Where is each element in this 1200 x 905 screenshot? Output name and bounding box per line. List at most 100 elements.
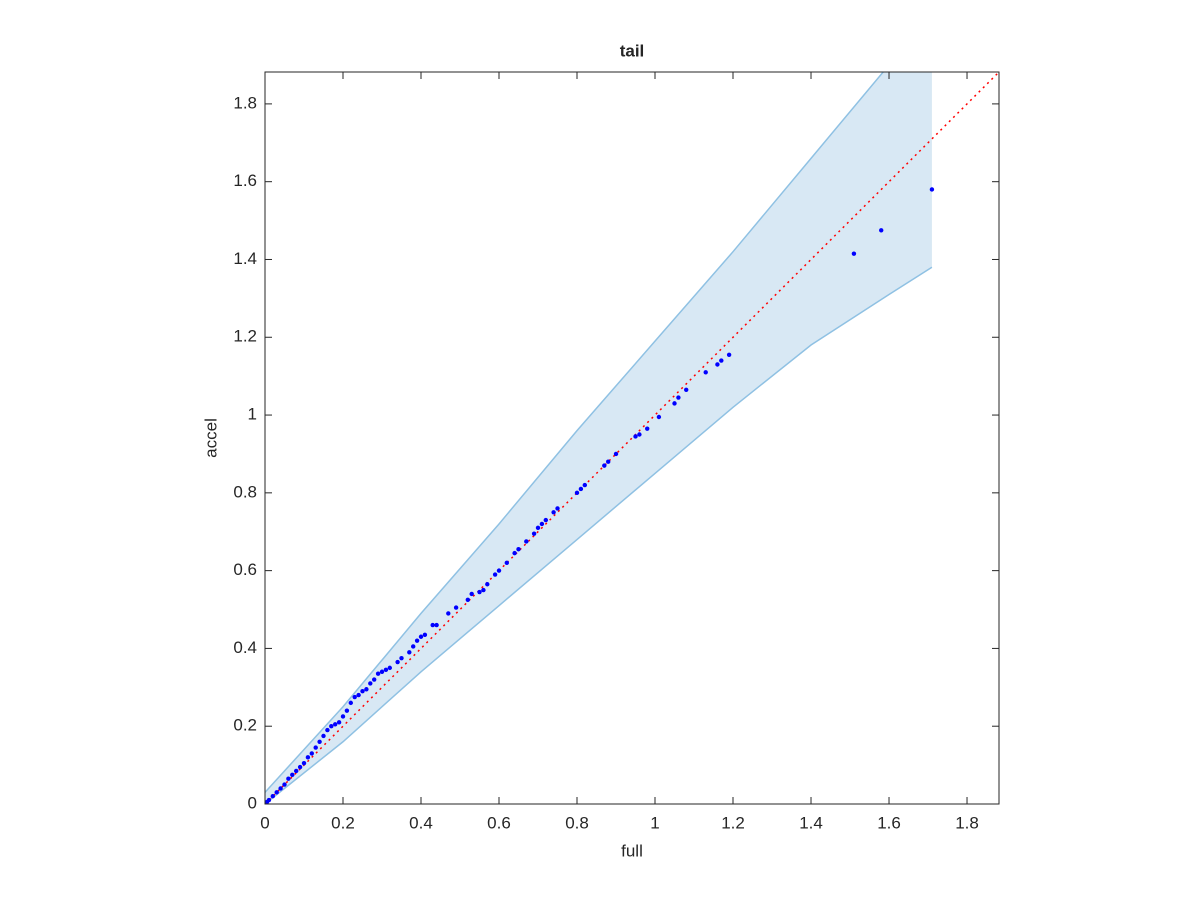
point (379, 669, 385, 674)
point (290, 772, 295, 778)
point (356, 692, 361, 698)
point (297, 764, 303, 770)
point (336, 720, 342, 725)
point (364, 687, 369, 692)
point (446, 611, 451, 616)
point (929, 187, 935, 192)
point (270, 794, 276, 799)
point (606, 459, 611, 464)
point (360, 689, 365, 694)
point (309, 751, 315, 756)
point (333, 722, 338, 727)
point (492, 572, 498, 577)
point (481, 587, 486, 593)
x-tick-label: 1.6 (877, 813, 901, 832)
point (368, 681, 373, 686)
x-tick-label: 0.2 (331, 813, 355, 832)
point (395, 659, 400, 665)
point (453, 605, 459, 610)
point (282, 782, 287, 787)
y-tick-label: 0.6 (233, 560, 257, 579)
point (465, 597, 471, 603)
point (469, 591, 474, 597)
y-tick-label: 1 (248, 405, 257, 424)
point (375, 671, 381, 676)
point (340, 714, 346, 719)
plot-area (265, 72, 999, 804)
point (317, 739, 322, 744)
point (321, 733, 326, 739)
point (715, 362, 720, 367)
point (504, 560, 510, 566)
point (430, 622, 435, 628)
point (387, 665, 393, 671)
point (313, 745, 318, 750)
point (516, 547, 521, 552)
point (512, 550, 517, 556)
point (352, 694, 357, 700)
point (301, 760, 307, 766)
chart-title: tail (620, 41, 645, 60)
confidence-band (265, 72, 932, 804)
y-tick-label: 1.6 (233, 171, 257, 190)
point (633, 434, 638, 439)
x-tick-label: 0.4 (409, 813, 433, 832)
point (645, 426, 650, 431)
point (574, 490, 580, 496)
point (422, 632, 428, 638)
point (543, 517, 549, 523)
point (551, 510, 556, 515)
x-tick-label: 1.8 (955, 813, 979, 832)
point (325, 727, 330, 733)
x-tick-label: 0 (260, 813, 269, 832)
x-tick-label: 1.2 (721, 813, 745, 832)
x-tick-label: 0.6 (487, 813, 511, 832)
point (726, 352, 732, 357)
band-upper (265, 72, 885, 793)
point (676, 395, 681, 400)
point (879, 228, 884, 233)
point (348, 700, 354, 706)
point (418, 634, 424, 639)
point (656, 414, 662, 420)
x-tick-label: 1.4 (799, 813, 823, 832)
x-axis-label: full (621, 841, 643, 860)
point (372, 677, 377, 682)
point (578, 486, 584, 492)
y-tick-label: 0.4 (233, 638, 257, 657)
point (294, 768, 299, 774)
point (278, 786, 283, 791)
point (613, 451, 619, 457)
point (399, 655, 404, 661)
point (637, 432, 642, 437)
point (383, 667, 389, 673)
point (344, 708, 350, 713)
point (531, 531, 537, 536)
point (582, 482, 588, 488)
x-tick-label: 0.8 (565, 813, 589, 832)
y-tick-label: 0.2 (233, 716, 257, 735)
point (274, 790, 279, 795)
point (535, 525, 541, 531)
point (414, 638, 420, 643)
y-axis-label: accel (201, 418, 220, 458)
point (555, 506, 560, 511)
x-tick-label: 1 (650, 813, 659, 832)
band-lower (265, 266, 933, 804)
point (329, 724, 334, 729)
y-tick-label: 1.8 (233, 93, 257, 112)
y-tick-label: 0.8 (233, 482, 257, 501)
point (672, 401, 677, 406)
point (407, 650, 412, 655)
point (539, 521, 545, 527)
point (485, 582, 490, 587)
point (496, 568, 502, 573)
point (286, 776, 291, 781)
point (703, 370, 708, 375)
point (305, 755, 311, 760)
y-tick-label: 1.4 (233, 249, 257, 268)
point (266, 797, 272, 803)
point (602, 463, 607, 468)
point (477, 589, 482, 595)
